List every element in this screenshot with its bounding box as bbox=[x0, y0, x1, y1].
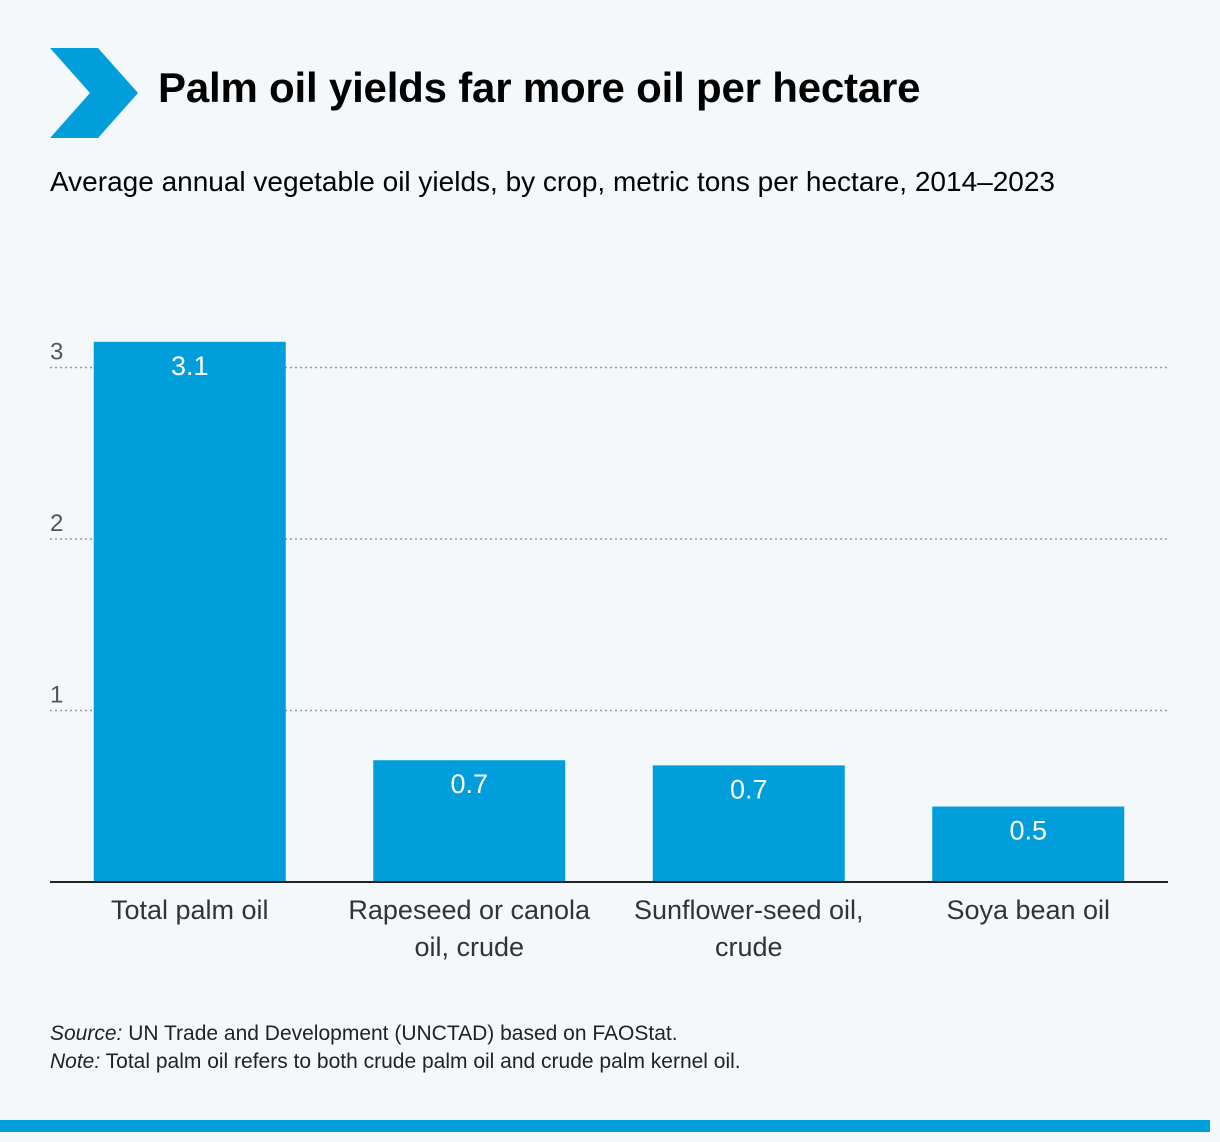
category-label-line: Soya bean oil bbox=[946, 895, 1110, 925]
category-label: Soya bean oil bbox=[946, 895, 1110, 925]
category-label-line: Sunflower-seed oil, bbox=[634, 895, 864, 925]
category-label: Rapeseed or canola oil, crude bbox=[348, 895, 591, 962]
category-label-line: oil, crude bbox=[414, 932, 524, 962]
bottom-accent-bar bbox=[0, 1120, 1210, 1132]
category-label: Total palm oil bbox=[111, 895, 269, 925]
chart-notes: Source: UN Trade and Development (UNCTAD… bbox=[50, 1020, 1180, 1076]
note-text: Total palm oil refers to both crude palm… bbox=[100, 1050, 741, 1073]
y-tick-label: 1 bbox=[50, 682, 63, 709]
category-label-line: Total palm oil bbox=[111, 895, 269, 925]
bar bbox=[652, 765, 845, 882]
bar-chart: 1 2 3 3.1 Total palm oil 0.7 Rapeseed or canol… bbox=[50, 339, 1168, 962]
y-tick-label: 3 bbox=[50, 339, 63, 366]
bar bbox=[932, 806, 1125, 882]
source-label: Source: bbox=[50, 1022, 123, 1045]
note-line: Note: Total palm oil refers to both crud… bbox=[50, 1048, 1180, 1076]
source-text: UN Trade and Development (UNCTAD) based … bbox=[122, 1022, 678, 1045]
bar bbox=[373, 760, 566, 882]
data-label: 0.5 bbox=[1009, 816, 1047, 846]
chevron-right-icon bbox=[50, 48, 138, 138]
data-label: 0.7 bbox=[450, 769, 488, 799]
note-label: Note: bbox=[50, 1050, 101, 1073]
category-label-line: Rapeseed or canola bbox=[348, 895, 591, 925]
bar bbox=[93, 341, 286, 882]
y-tick-label: 2 bbox=[50, 510, 63, 537]
title-row: Palm oil yields far more oil per hectare bbox=[50, 48, 1180, 138]
source-line: Source: UN Trade and Development (UNCTAD… bbox=[50, 1020, 1180, 1048]
chart-title: Palm oil yields far more oil per hectare bbox=[158, 64, 921, 111]
category-label: Sunflower-seed oil, crude bbox=[634, 895, 864, 962]
category-label-line: crude bbox=[715, 932, 783, 962]
data-label: 3.1 bbox=[171, 351, 209, 381]
chart-subtitle: Average annual vegetable oil yields, by … bbox=[50, 166, 1056, 197]
data-label: 0.7 bbox=[730, 774, 768, 804]
